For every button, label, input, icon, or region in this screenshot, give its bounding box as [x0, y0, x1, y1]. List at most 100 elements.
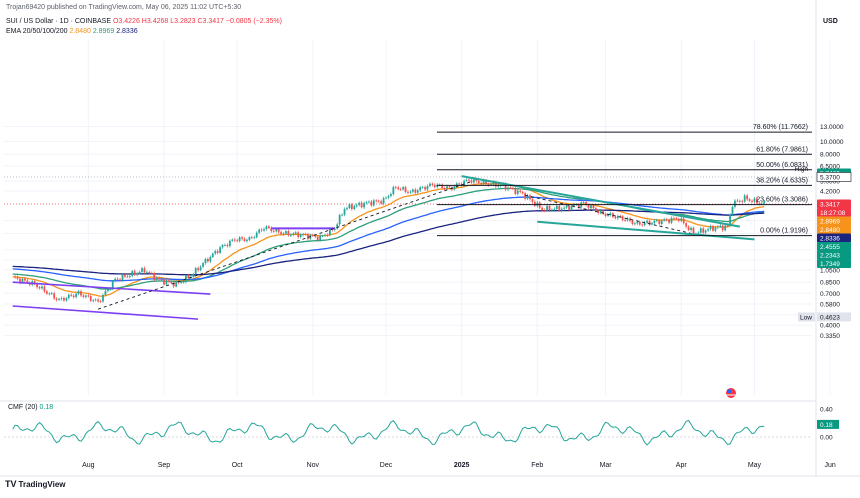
candle-body [319, 235, 322, 241]
candle-body [321, 235, 324, 237]
candle-body [355, 204, 358, 207]
candle-body [141, 268, 143, 272]
candle-body [58, 298, 60, 300]
candle-body [629, 218, 631, 221]
candle-body [529, 195, 531, 200]
candle-body [270, 228, 273, 232]
drawings [12, 175, 755, 320]
high-tag [816, 172, 852, 182]
price-tick-label: 0.5800 [820, 302, 840, 309]
price-tag-text: 2.2343 [820, 253, 840, 260]
candle-body [55, 298, 58, 300]
candle-body [709, 226, 712, 230]
ohlc-open: O3.4226 [112, 18, 140, 25]
candle-body [619, 216, 622, 217]
candle-body [155, 277, 158, 280]
price-tag-text: 3.3417 [820, 202, 840, 209]
candles [14, 177, 766, 304]
candle-body [736, 200, 739, 202]
candle-body [743, 195, 746, 202]
candle-body [543, 210, 546, 211]
candle-body [109, 288, 112, 290]
candle-body [573, 204, 575, 206]
cmf-legend[interactable]: CMF (20) 0.18 [8, 404, 53, 411]
falling-wedge-upper [461, 175, 740, 228]
tradingview-footer[interactable]: TV TradingView [5, 479, 66, 489]
candle-body [597, 211, 600, 213]
candle-body [316, 236, 319, 241]
price-tag [817, 233, 851, 243]
candle-body [182, 281, 185, 283]
candle-body [568, 205, 570, 210]
candle-body [399, 189, 402, 190]
candle-body [634, 223, 636, 225]
high-label: High [795, 166, 809, 173]
ema-legend[interactable]: EMA 20/50/100/200 2.8480 2.8969 2.8336 [6, 28, 138, 35]
candle-body [585, 201, 587, 205]
price-tag [817, 216, 851, 226]
price-tag [817, 250, 851, 260]
candle-body [702, 228, 705, 233]
candle-body [721, 225, 724, 231]
price-tag-text: 2.8969 [820, 219, 840, 226]
candle-body [258, 229, 261, 233]
candle-body [397, 187, 400, 190]
candle-body [16, 277, 19, 279]
time-tick-label: Mar [600, 462, 613, 469]
candle-body [756, 198, 758, 204]
low-label-bg [798, 312, 815, 322]
candle-body [131, 271, 134, 276]
candle-body [492, 181, 495, 185]
time-tick-label: May [748, 462, 762, 469]
ohlc-close: C3.3417 [197, 18, 224, 25]
candle-body [402, 187, 404, 190]
candle-body [253, 237, 256, 239]
price-tags: 5.74693.341718:27:082.89692.84802.83362.… [795, 166, 852, 322]
candle-body [236, 240, 239, 242]
candle-body [480, 182, 483, 184]
candle-body [294, 232, 297, 234]
candle-body [738, 200, 741, 202]
price-tag-text: 2.8480 [820, 227, 840, 234]
candle-body [731, 206, 734, 215]
candle-body [33, 281, 36, 285]
candle-body [255, 232, 258, 238]
candle-body [541, 207, 544, 211]
candle-body [690, 227, 692, 231]
time-tick-label: Jun [824, 462, 835, 469]
candle-body [582, 201, 585, 203]
candle-body [165, 280, 168, 285]
candle-body [70, 294, 73, 296]
candle-body [509, 187, 512, 189]
cmf-tick-label: 0.00 [820, 435, 833, 442]
candle-body [89, 296, 92, 301]
price-tick-label: 6.5000 [820, 164, 840, 171]
symbol-title: SUI / US Dollar · 1D · COINBASE [6, 18, 112, 25]
time-tick-label: Dec [380, 462, 393, 469]
candle-body [211, 253, 214, 257]
price-tag-text: 18:27:08 [820, 210, 846, 217]
symbol-line: SUI / US Dollar · 1D · COINBASE O3.4226 … [6, 18, 282, 25]
candle-body [497, 185, 500, 187]
time-axis: Aug Sep Oct Nov Dec 2025 Feb Mar Apr May Jun [82, 462, 836, 469]
candle-body [43, 286, 46, 292]
time-tick-label: Nov [307, 462, 320, 469]
tradingview-logo-icon: TV [5, 479, 17, 489]
fib-label: 61.80% (7.9861) [756, 146, 808, 153]
candle-body [719, 225, 722, 227]
candle-body [692, 227, 695, 235]
fib-label: 78.60% (11.7662) [753, 124, 808, 131]
time-tick-label: Apr [676, 462, 688, 469]
price-tick-label: 10.0000 [820, 139, 844, 146]
ohlc-low: L3.2823 [170, 18, 196, 25]
flag-canton [727, 389, 731, 393]
candle-body [85, 295, 87, 297]
candle-body [102, 294, 104, 302]
candle-body [475, 178, 478, 181]
candle-body [658, 220, 661, 224]
candle-body [65, 298, 68, 301]
candle-body [163, 279, 165, 285]
ohlc-change: −0.0805 (−2.35%) [225, 18, 282, 25]
candle-body [238, 237, 241, 241]
